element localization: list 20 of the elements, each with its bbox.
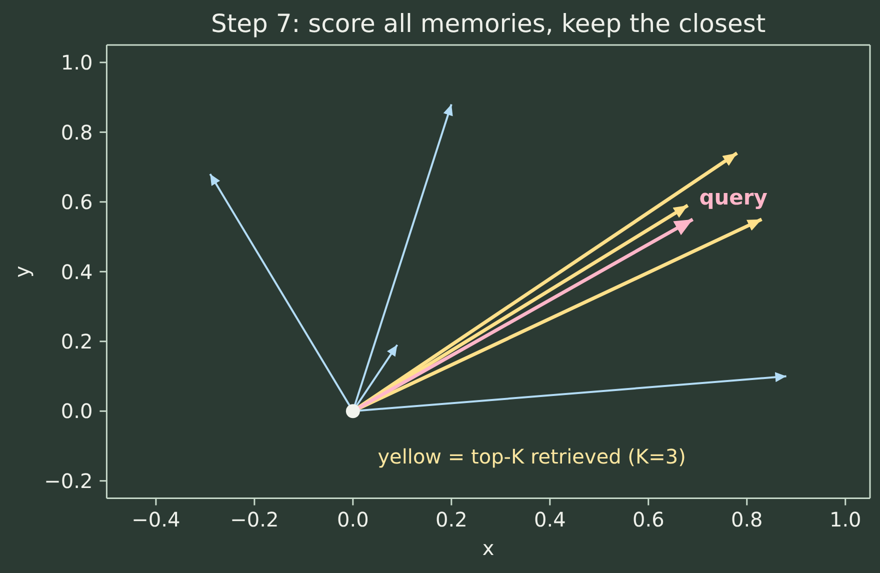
chart-title: Step 7: score all memories, keep the closest	[211, 9, 766, 38]
y-tick-label: 1.0	[60, 50, 93, 75]
annotation: yellow = top-K retrieved (K=3)	[378, 444, 686, 468]
x-tick-label: 0.8	[730, 508, 763, 532]
y-tick-label: 0.4	[60, 260, 93, 284]
y-tick-label: −0.2	[44, 468, 93, 493]
x-tick-label: 1.0	[829, 508, 862, 532]
y-tick-label: 0.6	[60, 190, 93, 214]
y-tick-label: 0.8	[60, 120, 93, 144]
y-tick-label: 0.2	[60, 329, 93, 354]
x-tick-label: 0.0	[337, 508, 369, 532]
x-tick-label: −0.4	[132, 508, 180, 532]
series-label: query	[699, 185, 768, 210]
x-tick-label: 0.6	[632, 508, 664, 532]
y-axis-title: y	[10, 266, 34, 278]
x-tick-label: 0.4	[534, 508, 566, 532]
x-tick-label: 0.2	[436, 508, 468, 532]
y-tick-label: 0.0	[60, 399, 93, 424]
x-axis-title: x	[482, 536, 494, 560]
x-tick-label: −0.2	[230, 508, 279, 532]
